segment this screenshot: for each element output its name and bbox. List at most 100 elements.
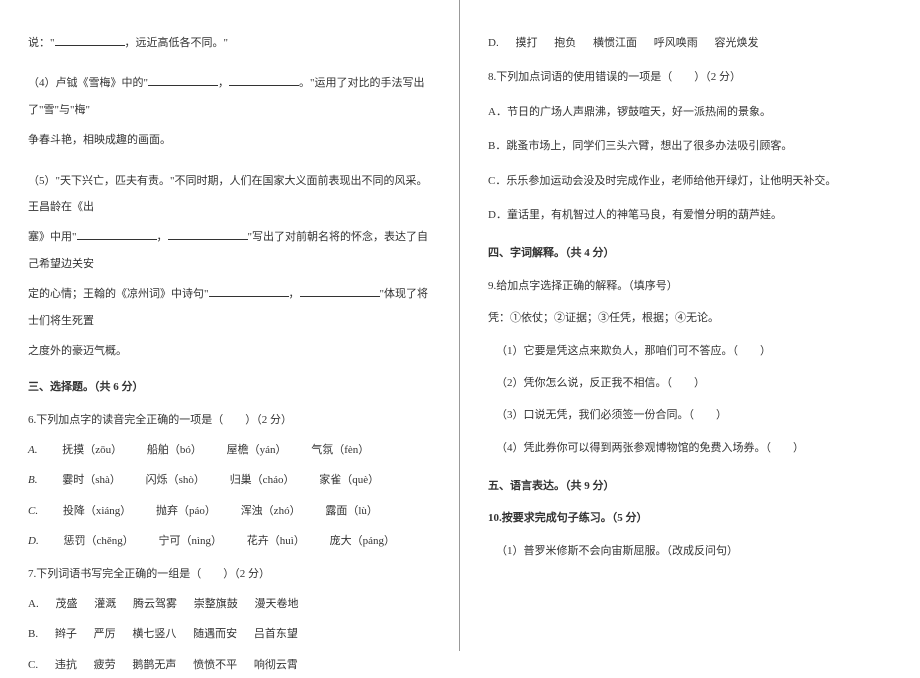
- q5-line2: 塞》中用"，"写出了对前朝名将的怀念，表达了自己希望边关安: [28, 224, 431, 277]
- text: 塞》中用": [28, 231, 77, 243]
- q5-line4: 之度外的豪迈气概。: [28, 338, 431, 364]
- word: 呼风唤雨: [654, 30, 698, 56]
- q9-defs: 凭：①依仗；②证据；③任凭，根据；④无论。: [488, 305, 892, 331]
- q9-sub4[interactable]: （4）凭此券你可以得到两张参观博物馆的免费入场券。（ ）: [488, 435, 892, 461]
- opt-label: B.: [28, 467, 37, 493]
- q8-option-b[interactable]: B．跳蚤市场上，同学们三头六臂，想出了很多办法吸引顾客。: [488, 133, 892, 159]
- q6-stem: 6.下列加点字的读音完全正确的一项是（ ）（2 分）: [28, 407, 431, 433]
- q10-stem: 10.按要求完成句子练习。（5 分）: [488, 505, 892, 531]
- word: 家雀（què）: [319, 467, 379, 493]
- fill-blank[interactable]: [55, 34, 125, 46]
- word: 严厉: [94, 621, 116, 647]
- q5-line3: 定的心情；王翰的《凉州词》中诗句"，"体现了将士们将生死置: [28, 281, 431, 334]
- section-3-heading: 三、选择题。（共 6 分）: [28, 374, 431, 400]
- q9-sub3[interactable]: （3）口说无凭，我们必须签一份合同。（ ）: [488, 402, 892, 428]
- word: 浑浊（zhó）: [241, 498, 301, 524]
- text: 10.按要求完成句子练习。（5 分）: [488, 512, 648, 524]
- word: 漫天卷地: [254, 591, 298, 617]
- word: 屋檐（yán）: [227, 437, 287, 463]
- word: 惩罚（chěng）: [63, 528, 133, 554]
- word: 违抗: [55, 652, 77, 678]
- text: 凭：①依仗；②证据；③任凭，根据；④无论。: [488, 312, 719, 324]
- heading-text: 三、选择题。（共 6 分）: [28, 381, 144, 393]
- text: （1）它要是凭这点来欺负人，那咱们可不答应。（ ）: [496, 345, 771, 357]
- text: 7.下列词语书写完全正确的一组是（ ）（2 分）: [28, 568, 270, 580]
- word: 疲劳: [94, 652, 116, 678]
- word: 抱负: [554, 30, 576, 56]
- heading-text: 五、语言表达。（共 9 分）: [488, 480, 615, 492]
- left-column: 说："，远近高低各不同。" （4）卢钺《雪梅》中的"，。"运用了对比的手法写出了…: [0, 0, 460, 651]
- q10-sub1[interactable]: （1）普罗米修斯不会向宙斯屈服。（改成反问句）: [488, 538, 892, 564]
- text: （4）凭此券你可以得到两张参观博物馆的免费入场券。（ ）: [496, 442, 804, 454]
- q8-stem: 8.下列加点词语的使用错误的一项是（ ）（2 分）: [488, 64, 892, 90]
- q7-option-b[interactable]: B. 辫子 严厉 横七竖八 随遇而安 吕首东望: [28, 621, 431, 647]
- word: 崇整旗鼓: [194, 591, 238, 617]
- q8-option-c[interactable]: C．乐乐参加运动会没及时完成作业，老师给他开绿灯，让他明天补交。: [488, 168, 892, 194]
- word: 随遇而安: [193, 621, 237, 647]
- word: 花卉（huì）: [247, 528, 305, 554]
- word: 庞大（páng）: [330, 528, 395, 554]
- fill-blank[interactable]: [300, 285, 380, 297]
- text: A．节日的广场人声鼎沸，锣鼓喧天，好一派热闹的景象。: [488, 106, 771, 118]
- word: 归巢（cháo）: [230, 467, 295, 493]
- word: 船舶（bó）: [147, 437, 202, 463]
- right-column: D. 摸打 抱负 横惯江面 呼风唤雨 容光焕发 8.下列加点词语的使用错误的一项…: [460, 0, 920, 651]
- opt-label: D.: [488, 30, 499, 56]
- word: 腾云驾雾: [133, 591, 177, 617]
- word: 茂盛: [55, 591, 77, 617]
- q6-option-a[interactable]: A. 抚摸（zōu） 船舶（bó） 屋檐（yán） 气氛（fèn）: [28, 437, 431, 463]
- q8-option-a[interactable]: A．节日的广场人声鼎沸，锣鼓喧天，好一派热闹的景象。: [488, 99, 892, 125]
- q8-option-d[interactable]: D．童话里，有机智过人的神笔马良，有爱憎分明的葫芦娃。: [488, 202, 892, 228]
- text: ，: [157, 231, 168, 243]
- text: 9.给加点字选择正确的解释。（填序号）: [488, 280, 678, 292]
- q9-sub1[interactable]: （1）它要是凭这点来欺负人，那咱们可不答应。（ ）: [488, 338, 892, 364]
- word: 灌溉: [94, 591, 116, 617]
- word: 容光焕发: [714, 30, 758, 56]
- q7-option-a[interactable]: A. 茂盛 灌溉 腾云驾雾 崇整旗鼓 漫天卷地: [28, 591, 431, 617]
- word: 吕首东望: [254, 621, 298, 647]
- q6-option-d[interactable]: D. 惩罚（chěng） 宁可（nìng） 花卉（huì） 庞大（páng）: [28, 528, 431, 554]
- text: （3）口说无凭，我们必须签一份合同。（ ）: [496, 409, 727, 421]
- word: 抚摸（zōu）: [62, 437, 122, 463]
- q9-sub2[interactable]: （2）凭你怎么说，反正我不相信。（ ）: [488, 370, 892, 396]
- text: （2）凭你怎么说，反正我不相信。（ ）: [496, 377, 705, 389]
- fill-blank[interactable]: [77, 228, 157, 240]
- q6-option-b[interactable]: B. 霎时（shà） 闪烁（shò） 归巢（cháo） 家雀（què）: [28, 467, 431, 493]
- word: 气氛（fèn）: [311, 437, 369, 463]
- fill-blank[interactable]: [148, 74, 218, 86]
- word: 鹅鹊无声: [132, 652, 176, 678]
- section-4-heading: 四、字词解释。（共 4 分）: [488, 240, 892, 266]
- text: D．童话里，有机智过人的神笔马良，有爱憎分明的葫芦娃。: [488, 209, 782, 221]
- worksheet-page: 说："，远近高低各不同。" （4）卢钺《雪梅》中的"，。"运用了对比的手法写出了…: [0, 0, 920, 651]
- text: 6.下列加点字的读音完全正确的一项是（ ）（2 分）: [28, 414, 292, 426]
- heading-text: 四、字词解释。（共 4 分）: [488, 247, 615, 259]
- opt-label: B.: [28, 621, 38, 647]
- opt-label: C.: [28, 652, 38, 678]
- q4-line1: （4）卢钺《雪梅》中的"，。"运用了对比的手法写出了"雪"与"梅": [28, 70, 431, 123]
- word: 愤愤不平: [193, 652, 237, 678]
- q7-option-c[interactable]: C. 违抗 疲劳 鹅鹊无声 愤愤不平 响彻云霄: [28, 652, 431, 678]
- opt-label: A.: [28, 591, 39, 617]
- word: 横惯江面: [593, 30, 637, 56]
- text: ，远近高低各不同。": [125, 37, 229, 49]
- q6-option-c[interactable]: C. 投降（xiáng） 抛弃（páo） 浑浊（zhó） 露面（lù）: [28, 498, 431, 524]
- q7-stem: 7.下列词语书写完全正确的一组是（ ）（2 分）: [28, 561, 431, 587]
- text: ，: [218, 77, 229, 89]
- opt-label: D.: [28, 528, 39, 554]
- text: 争春斗艳，相映成趣的画面。: [28, 134, 171, 146]
- fill-blank[interactable]: [229, 74, 299, 86]
- q7-option-d[interactable]: D. 摸打 抱负 横惯江面 呼风唤雨 容光焕发: [488, 30, 892, 56]
- text: C．乐乐参加运动会没及时完成作业，老师给他开绿灯，让他明天补交。: [488, 175, 836, 187]
- opt-label: A.: [28, 437, 37, 463]
- word: 霎时（shà）: [62, 467, 121, 493]
- opt-label: C.: [28, 498, 38, 524]
- word: 横七竖八: [132, 621, 176, 647]
- text: ，: [289, 288, 300, 300]
- fill-blank[interactable]: [209, 285, 289, 297]
- text: 8.下列加点词语的使用错误的一项是（ ）（2 分）: [488, 71, 741, 83]
- word: 闪烁（shò）: [146, 467, 205, 493]
- fill-blank[interactable]: [168, 228, 248, 240]
- section-5-heading: 五、语言表达。（共 9 分）: [488, 473, 892, 499]
- text: （1）普罗米修斯不会向宙斯屈服。（改成反问句）: [496, 545, 738, 557]
- text: 定的心情；王翰的《凉州词》中诗句": [28, 288, 209, 300]
